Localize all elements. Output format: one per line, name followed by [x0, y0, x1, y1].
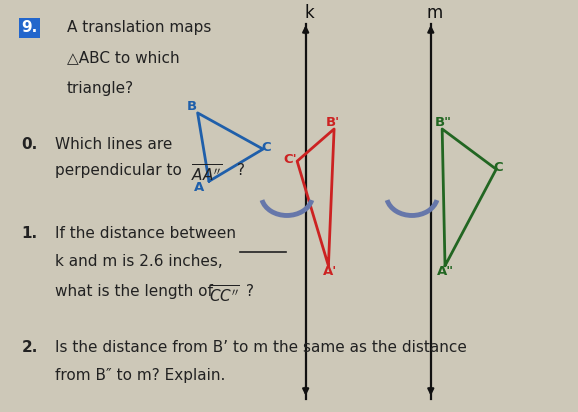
Text: from B″ to m? Explain.: from B″ to m? Explain. [55, 368, 226, 384]
Text: ?: ? [238, 163, 246, 178]
Text: C: C [261, 140, 271, 154]
Text: 9.: 9. [21, 20, 38, 35]
Text: $\overline{CC''}$: $\overline{CC''}$ [209, 284, 240, 304]
Text: ?: ? [246, 284, 254, 299]
Text: k: k [305, 5, 314, 22]
Text: A": A" [436, 265, 454, 279]
Text: Is the distance from B’ to m the same as the distance: Is the distance from B’ to m the same as… [55, 340, 467, 355]
Text: B: B [187, 101, 197, 113]
Text: A translation maps: A translation maps [67, 20, 211, 35]
Text: m: m [427, 5, 443, 22]
Text: C': C' [283, 153, 297, 166]
Text: triangle?: triangle? [67, 81, 134, 96]
Text: $\overline{AA''}$: $\overline{AA''}$ [191, 163, 222, 184]
Text: A': A' [323, 265, 337, 279]
Text: 1.: 1. [21, 225, 38, 241]
Text: C: C [494, 161, 503, 174]
Text: B': B' [325, 117, 339, 129]
Text: 2.: 2. [21, 340, 38, 355]
Text: what is the length of: what is the length of [55, 284, 213, 299]
Text: △ABC to which: △ABC to which [67, 51, 179, 66]
Text: perpendicular to: perpendicular to [55, 163, 182, 178]
Text: Which lines are: Which lines are [55, 137, 173, 152]
Text: 0.: 0. [21, 137, 38, 152]
Text: If the distance between: If the distance between [55, 225, 236, 241]
Text: k and m is 2.6 inches,: k and m is 2.6 inches, [55, 254, 223, 269]
Text: B": B" [435, 117, 452, 129]
Text: A: A [194, 181, 205, 194]
